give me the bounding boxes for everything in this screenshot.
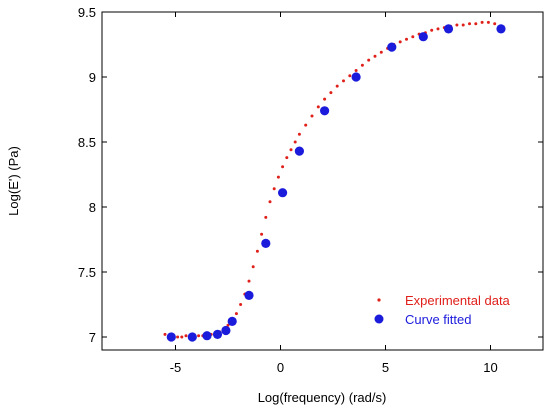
- x-tick-label: -5: [170, 360, 182, 375]
- experimental-point: [430, 28, 434, 32]
- experimental-point: [310, 114, 314, 118]
- y-tick-label: 8.5: [78, 135, 96, 150]
- fitted-point: [278, 188, 288, 198]
- experimental-point: [480, 20, 484, 24]
- experimental-point: [474, 22, 478, 26]
- experimental-point: [239, 303, 243, 306]
- experimental-point: [342, 79, 345, 83]
- experimental-point: [272, 187, 276, 191]
- experimental-point: [281, 165, 285, 169]
- series-fitted: [166, 24, 506, 342]
- x-axis-label: Log(frequency) (rad/s): [258, 390, 387, 405]
- fitted-point: [202, 331, 212, 341]
- experimental-point: [329, 91, 333, 95]
- experimental-point: [276, 175, 280, 179]
- experimental-point: [405, 37, 408, 41]
- y-axis-label: Log(E') (Pa): [6, 146, 21, 216]
- fitted-point: [387, 42, 397, 52]
- experimental-point: [398, 40, 402, 44]
- fitted-point: [166, 332, 176, 342]
- experimental-point: [184, 334, 188, 338]
- experimental-point: [180, 335, 184, 339]
- experimental-point: [297, 132, 301, 136]
- experimental-point: [285, 156, 289, 160]
- fitted-point: [261, 238, 271, 248]
- fitted-point: [187, 332, 197, 342]
- x-tick-label: 0: [277, 360, 284, 375]
- experimental-point: [461, 23, 465, 27]
- experimental-point: [348, 74, 352, 78]
- legend: Experimental data Curve fitted: [374, 293, 511, 327]
- experimental-point: [379, 50, 383, 54]
- fitted-point: [418, 32, 428, 42]
- experimental-point: [289, 148, 293, 152]
- experimental-point: [455, 23, 459, 27]
- fitted-point: [244, 290, 254, 300]
- experimental-point: [486, 20, 490, 24]
- experimental-point: [367, 58, 371, 62]
- y-tick-label: 9.5: [78, 5, 96, 20]
- experimental-point: [373, 54, 377, 58]
- experimental-point: [264, 215, 268, 219]
- y-tick-label: 7.5: [78, 265, 96, 280]
- fitted-point: [294, 146, 304, 156]
- fitted-point: [496, 24, 506, 34]
- y-axis-ticks: 7 7.5 8 8.5 9 9.5: [78, 5, 543, 345]
- experimental-point: [354, 69, 358, 72]
- experimental-point: [335, 84, 339, 88]
- legend-marker-experimental: [377, 298, 381, 302]
- series-experimental: [163, 20, 503, 339]
- fitted-point: [221, 325, 231, 336]
- experimental-point: [411, 35, 415, 39]
- experimental-point: [260, 232, 264, 236]
- series-layer: [163, 20, 506, 342]
- fitted-point: [320, 106, 330, 116]
- experimental-point: [268, 200, 272, 204]
- x-tick-label: 5: [382, 360, 389, 375]
- x-axis-ticks: -5 0 5 10: [170, 12, 498, 375]
- y-tick-label: 8: [89, 200, 96, 215]
- fitted-point: [212, 329, 223, 339]
- fitted-point: [227, 316, 237, 326]
- legend-label-fitted: Curve fitted: [405, 312, 471, 327]
- fitted-point: [443, 24, 454, 34]
- plot-frame: [101, 11, 544, 351]
- experimental-point: [468, 22, 471, 26]
- experimental-point: [255, 249, 259, 253]
- experimental-point: [197, 334, 201, 338]
- experimental-point: [176, 335, 180, 339]
- experimental-point: [304, 123, 308, 127]
- experimental-point: [293, 140, 297, 144]
- legend-label-experimental: Experimental data: [405, 293, 511, 308]
- experimental-point: [436, 27, 440, 31]
- fitted-point: [351, 72, 361, 82]
- experimental-point: [234, 312, 238, 316]
- legend-marker-fitted: [374, 314, 384, 324]
- experimental-point: [316, 105, 320, 109]
- experimental-point: [163, 332, 167, 336]
- x-tick-label: 10: [483, 360, 497, 375]
- experimental-point: [251, 265, 255, 269]
- experimental-point: [247, 279, 251, 283]
- y-tick-label: 9: [89, 70, 96, 85]
- experimental-point: [360, 63, 364, 67]
- y-tick-label: 7: [89, 330, 96, 345]
- experimental-point: [493, 22, 497, 26]
- experimental-point: [323, 97, 327, 101]
- experimental-point: [226, 323, 230, 327]
